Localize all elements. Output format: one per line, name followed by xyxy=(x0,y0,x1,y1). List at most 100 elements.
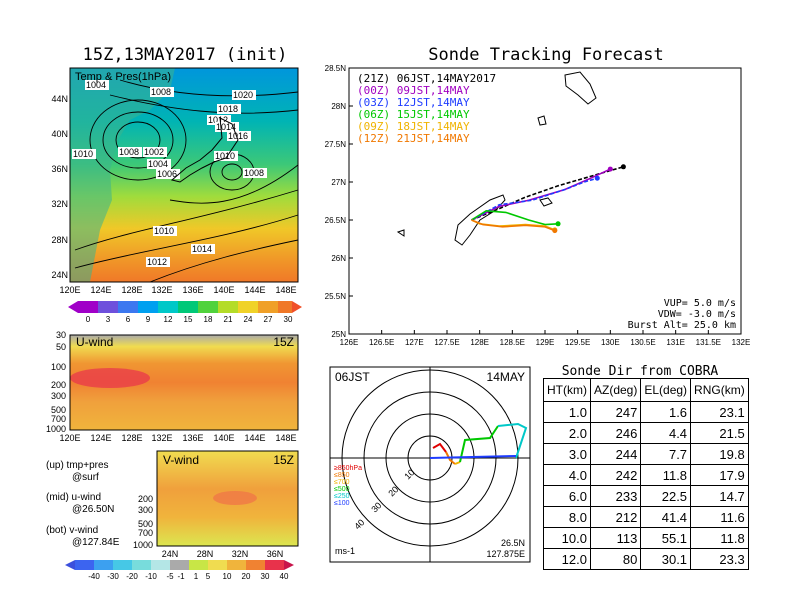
y-tick-label: 25N xyxy=(331,330,346,339)
map-lat-ticks: 44N 40N 36N 32N 28N 24N xyxy=(51,94,68,280)
cell: 6.0 xyxy=(543,485,591,507)
svg-text:144E: 144E xyxy=(244,285,265,295)
svg-text:1020: 1020 xyxy=(233,90,253,100)
series-endpoint xyxy=(552,228,558,234)
vwind-label: V-wind xyxy=(163,453,199,467)
svg-text:124E: 124E xyxy=(90,285,111,295)
svg-text:30: 30 xyxy=(284,315,293,324)
series-endpoint xyxy=(607,166,613,172)
cell: 23.1 xyxy=(690,401,749,423)
svg-text:128E: 128E xyxy=(121,285,142,295)
table-row: 6.0 233 22.5 14.7 xyxy=(543,485,749,507)
legend-entry: (03Z) 12JST,14MAY xyxy=(357,96,470,109)
series-line xyxy=(471,177,598,221)
tracking-axes: 126E 126.5E 127E 127.5E 128E 128.5E 129E 129.5E… xyxy=(325,64,751,347)
svg-text:1: 1 xyxy=(194,572,199,581)
legend-entry: (12Z) 21JST,14MAY xyxy=(357,132,470,145)
polar-time: 06JST xyxy=(335,370,370,384)
svg-text:12: 12 xyxy=(164,315,173,324)
cell: 23.3 xyxy=(690,548,749,570)
cell: 247 xyxy=(589,401,642,423)
svg-text:18: 18 xyxy=(204,315,213,324)
svg-text:1008: 1008 xyxy=(151,87,171,97)
isobar-labels: 1004 1008 1020 1018 1012 1014 1016 1010 … xyxy=(72,80,267,267)
y-tick-label: 28.5N xyxy=(325,64,347,73)
polar-date: 14MAY xyxy=(487,370,525,384)
tracking-frame xyxy=(348,67,742,335)
svg-text:500: 500 xyxy=(138,519,153,529)
tracking-info: VUP= 5.0 m/s VDW= -3.0 m/s Burst Alt= 25… xyxy=(628,298,736,331)
svg-text:36N: 36N xyxy=(267,549,284,559)
series-line xyxy=(471,219,556,232)
svg-text:1010: 1010 xyxy=(73,149,93,159)
svg-text:1012: 1012 xyxy=(208,115,228,125)
legend-entry: (09Z) 18JST,14MAY xyxy=(357,120,470,133)
svg-text:1014: 1014 xyxy=(192,244,212,254)
svg-text:30: 30 xyxy=(56,330,66,340)
svg-text:10: 10 xyxy=(223,572,232,581)
japan-outline xyxy=(170,117,239,183)
svg-text:(up) tmp+pres: (up) tmp+pres xyxy=(46,460,109,471)
cobra-table: HT(km) AZ(deg) EL(deg) RNG(km) 1.0 247 1.6… xyxy=(543,378,749,570)
map-label: Temp & Pres(1hPa) xyxy=(75,71,171,83)
x-tick-label: 131.5E xyxy=(696,338,721,347)
cell: 19.8 xyxy=(690,443,749,465)
header-el: EL(deg) xyxy=(640,378,692,402)
svg-text:1000: 1000 xyxy=(133,540,153,550)
x-tick-label: 131E xyxy=(666,338,685,347)
cell: 11.6 xyxy=(690,506,749,528)
svg-text:50: 50 xyxy=(56,342,66,352)
cell: 1.6 xyxy=(640,401,692,423)
svg-text:-40: -40 xyxy=(88,572,100,581)
svg-text:1016: 1016 xyxy=(228,131,248,141)
header-ht: HT(km) xyxy=(543,378,591,402)
svg-text:0: 0 xyxy=(86,315,91,324)
cell: 7.7 xyxy=(640,443,692,465)
cell: 3.0 xyxy=(543,443,591,465)
svg-text:1010: 1010 xyxy=(215,151,235,161)
x-tick-label: 126.5E xyxy=(369,338,394,347)
svg-text:1008: 1008 xyxy=(119,147,139,157)
svg-text:≤850: ≤850 xyxy=(334,472,350,479)
cell: 233 xyxy=(589,485,642,507)
svg-text:136E: 136E xyxy=(182,433,203,443)
svg-text:5: 5 xyxy=(206,572,211,581)
svg-text:148E: 148E xyxy=(275,433,296,443)
cell: 80 xyxy=(589,548,642,570)
map-lon-ticks: 120E 124E 128E 132E 136E 140E 144E 148E xyxy=(59,285,296,295)
x-tick-label: 128.5E xyxy=(500,338,525,347)
cell: 14.7 xyxy=(690,485,749,507)
cell: 11.8 xyxy=(640,464,692,486)
series-endpoint xyxy=(555,221,561,227)
cell: 10.0 xyxy=(543,527,591,549)
tracking-series xyxy=(471,164,626,234)
legend-entry: (00Z) 09JST,14MAY xyxy=(357,84,470,97)
cell: 242 xyxy=(589,464,642,486)
header-az: AZ(deg) xyxy=(589,378,642,402)
uwind-frame xyxy=(69,334,299,431)
cell: 244 xyxy=(589,443,642,465)
wind-colorbar-labels: -40 -30 -20 -10 -5 -1 1 5 10 20 30 40 xyxy=(88,572,289,581)
cell: 4.4 xyxy=(640,422,692,444)
svg-text:-30: -30 xyxy=(107,572,119,581)
svg-text:20: 20 xyxy=(242,572,251,581)
svg-text:@26.50N: @26.50N xyxy=(72,504,114,515)
svg-text:128E: 128E xyxy=(121,433,142,443)
uwind-label: U-wind xyxy=(76,335,113,349)
cell: 246 xyxy=(589,422,642,444)
svg-text:24: 24 xyxy=(244,315,253,324)
svg-text:(mid) u-wind: (mid) u-wind xyxy=(46,492,101,503)
svg-text:40: 40 xyxy=(280,572,289,581)
svg-text:140E: 140E xyxy=(213,433,234,443)
table-row: 8.0 212 41.4 11.6 xyxy=(543,506,749,528)
svg-text:40N: 40N xyxy=(51,129,68,139)
svg-text:1010: 1010 xyxy=(154,226,174,236)
cell: 41.4 xyxy=(640,506,692,528)
svg-text:Burst Alt= 25.0 km: Burst Alt= 25.0 km xyxy=(628,320,736,331)
map-title: 15Z,13MAY2017 (init) xyxy=(83,45,288,65)
y-tick-label: 26.5N xyxy=(325,216,347,225)
x-tick-label: 132E xyxy=(732,338,751,347)
x-tick-label: 127.5E xyxy=(434,338,459,347)
svg-text:200: 200 xyxy=(51,380,66,390)
svg-text:120E: 120E xyxy=(59,285,80,295)
